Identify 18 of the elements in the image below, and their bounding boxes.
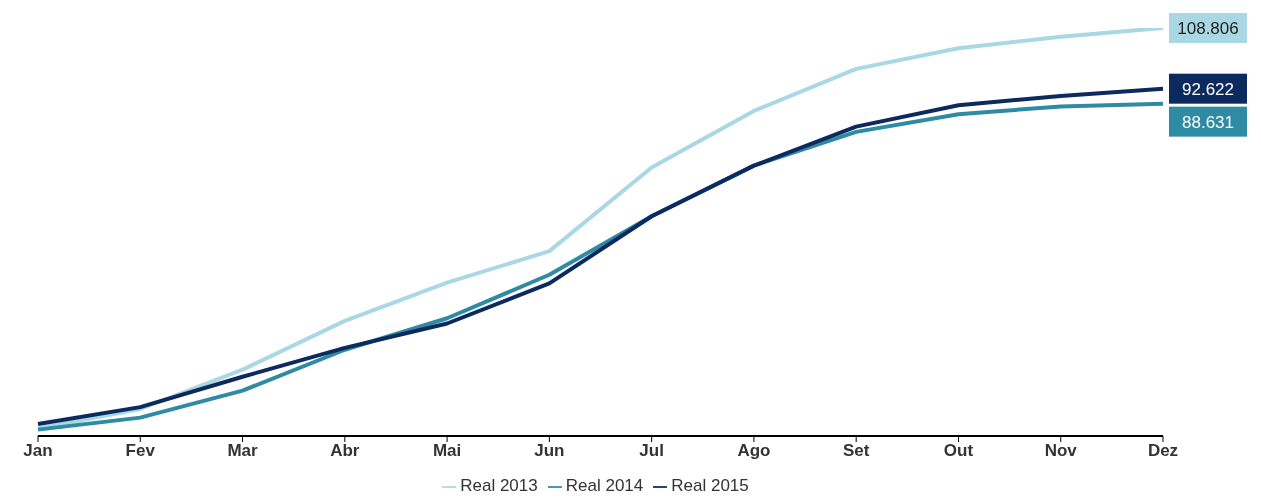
- x-tick-label: Jul: [639, 441, 664, 461]
- x-tick-label: Dez: [1147, 441, 1179, 461]
- data-label: 88.631: [1182, 112, 1234, 132]
- x-tick-label: Jun: [534, 441, 565, 461]
- x-tick-label: Jan: [23, 441, 53, 461]
- x-tick-label: Mai: [432, 441, 462, 461]
- legend-label: Real 2015: [671, 476, 749, 495]
- legend-label: Real 2014: [565, 476, 644, 495]
- x-tick-label: Set: [842, 441, 870, 461]
- legend-label: Real 2013: [460, 476, 538, 495]
- x-tick-label: Ago: [737, 441, 771, 461]
- data-label: 108.806: [1177, 19, 1239, 38]
- x-tick-label: Mar: [227, 441, 259, 461]
- x-tick-label: Nov: [1044, 441, 1078, 461]
- x-tick-label: Fev: [125, 441, 156, 461]
- x-tick-label: Abr: [330, 441, 360, 461]
- x-tick-label: Out: [943, 441, 974, 461]
- data-label: 92.622: [1182, 79, 1234, 99]
